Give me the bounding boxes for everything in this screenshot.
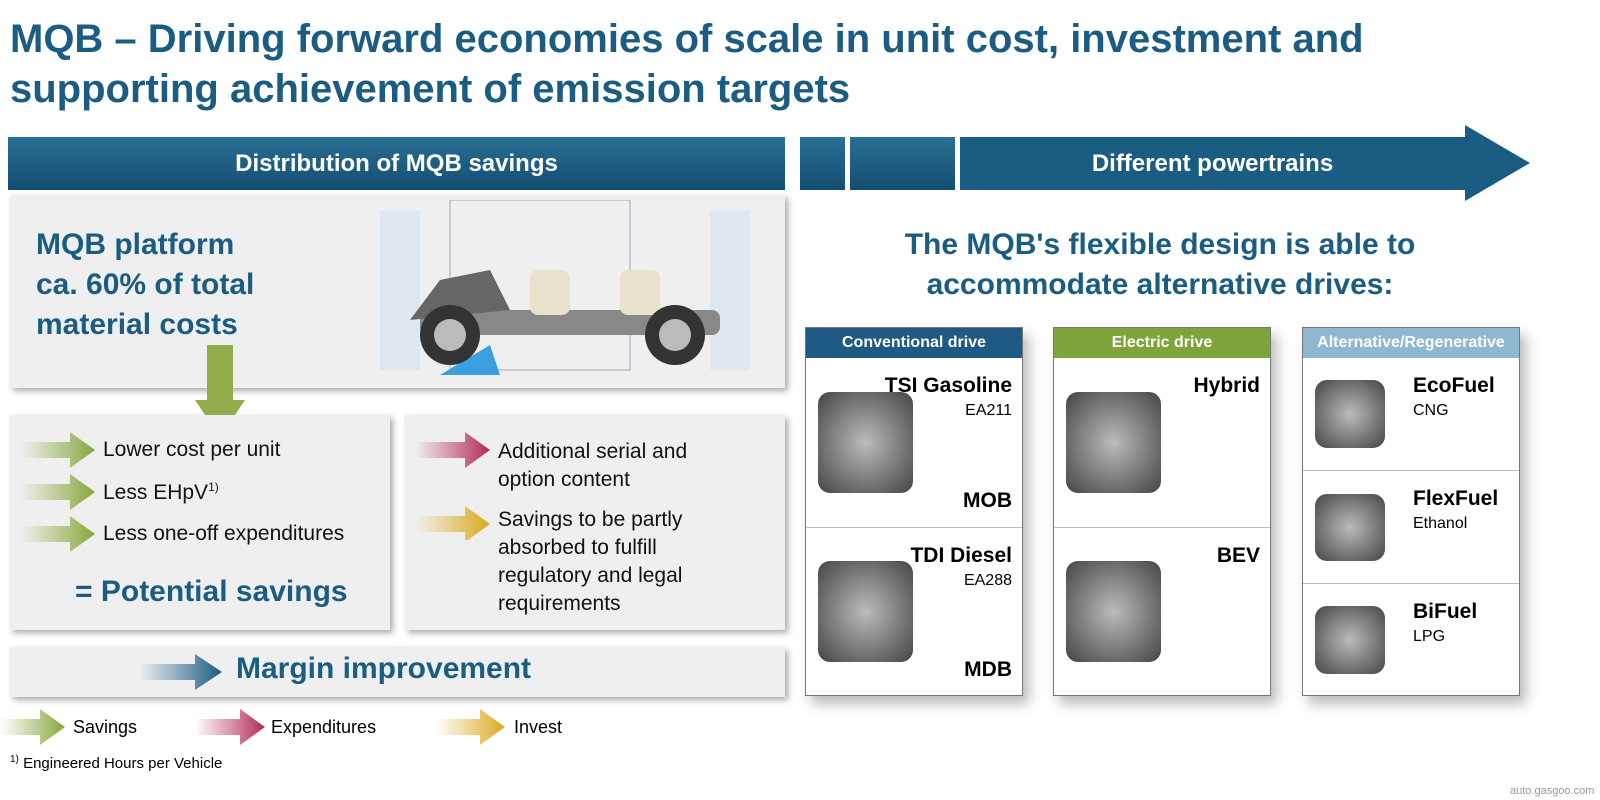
footnote-ref: 1) — [208, 480, 219, 494]
saving-item: Less EHpV1) — [103, 480, 219, 505]
powertrain-name: BiFuel — [1413, 599, 1478, 623]
car-chassis — [380, 200, 750, 375]
legend-label: Expenditures — [271, 717, 377, 737]
platform-line: material costs — [36, 308, 238, 341]
engine-image — [1315, 493, 1385, 562]
engine-image — [818, 561, 913, 663]
powertrain-item: BEV — [1054, 526, 1270, 697]
platform-line: MQB platform — [36, 228, 235, 261]
engine-image — [1315, 380, 1385, 448]
watermark: auto.gasgoo.com — [1510, 785, 1595, 797]
savings-arrows — [20, 432, 95, 552]
engine-image — [1315, 606, 1385, 674]
powertrain-item: EcoFuel CNG — [1303, 358, 1519, 470]
powertrain-name: BEV — [1216, 543, 1260, 567]
other-item: Savings to be partly absorbed to fulfill… — [498, 508, 683, 615]
column-header: Electric drive — [1054, 328, 1270, 358]
footnote-text: Engineered Hours per Vehicle — [23, 755, 223, 772]
powertrain-item: BiFuel LPG — [1303, 582, 1519, 696]
powertrain-name: TSI Gasoline — [884, 374, 1012, 397]
legend-label: Savings — [73, 717, 138, 737]
right-subtitle: The MQB's flexible design is able to acc… — [904, 228, 1416, 301]
column-header: Conventional drive — [806, 328, 1022, 358]
powertrain-platform: MDB — [964, 658, 1012, 681]
other-item: Additional serial and option content — [498, 440, 688, 491]
legend-arrows — [0, 709, 505, 745]
platform-text: MQB platform ca. 60% of total material c… — [36, 225, 254, 345]
down-arrow — [195, 345, 245, 437]
platform-line: ca. 60% of total — [36, 268, 255, 301]
slide-title: MQB – Driving forward economies of scale… — [10, 17, 1364, 111]
powertrain-column: Electric drive Hybrid BEV — [1053, 327, 1271, 696]
right-header: Different powertrains — [1091, 149, 1334, 177]
saving-item: Lower cost per unit — [103, 438, 281, 461]
column-header: Alternative/Regenerative — [1303, 328, 1519, 358]
powertrain-name: EcoFuel — [1413, 374, 1495, 397]
other-arrows — [415, 432, 490, 540]
powertrain-name: FlexFuel — [1413, 487, 1499, 511]
saving-item: Less one-off expenditures — [103, 522, 345, 545]
engine-image — [818, 391, 913, 493]
margin-box — [10, 647, 785, 697]
powertrain-code: LPG — [1413, 627, 1446, 645]
legend-label: Invest — [514, 717, 563, 737]
powertrain-column: Alternative/Regenerative EcoFuel CNG FlexFu… — [1302, 327, 1520, 696]
header-block — [850, 137, 955, 190]
powertrain-item: Hybrid — [1054, 358, 1270, 527]
header-block — [800, 137, 845, 190]
left-header: Distribution of MQB savings — [8, 137, 785, 190]
engine-image — [1066, 561, 1161, 663]
footnote: 1) Engineered Hours per Vehicle — [10, 754, 222, 772]
powertrain-name: Hybrid — [1193, 374, 1260, 397]
powertrain-code: Ethanol — [1413, 515, 1468, 533]
powertrain-code: EA288 — [963, 571, 1012, 589]
powertrain-name: TDI Diesel — [910, 543, 1012, 567]
powertrain-item: TSI Gasoline EA211 MOB — [806, 358, 1022, 527]
powertrain-item: TDI Diesel EA288 MDB — [806, 526, 1022, 697]
powertrain-platform: MOB — [963, 488, 1012, 512]
margin-arrow — [140, 654, 222, 690]
powertrain-column: Conventional drive TSI Gasoline EA211 MOB TD… — [805, 327, 1023, 696]
header-arrow — [960, 125, 1530, 201]
footnote-mark: 1) — [10, 754, 19, 765]
engine-image — [1066, 391, 1161, 493]
powertrain-code: EA211 — [965, 402, 1012, 419]
potential-savings: = Potential savings — [75, 575, 348, 608]
saving-text: Less EHpV — [103, 481, 209, 504]
powertrain-item: FlexFuel Ethanol — [1303, 470, 1519, 583]
powertrain-code: CNG — [1413, 402, 1449, 419]
margin-text: Margin improvement — [236, 652, 532, 685]
